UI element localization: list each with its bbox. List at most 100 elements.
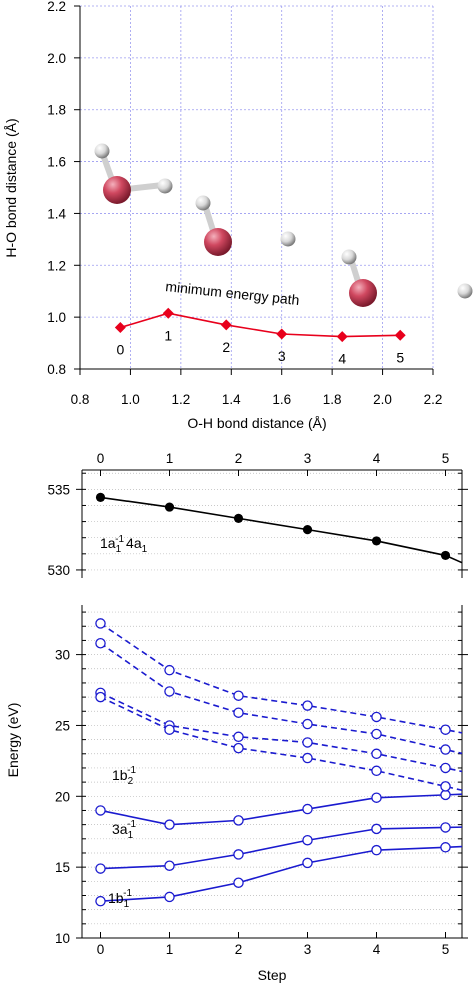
- path-point-marker: [220, 319, 232, 331]
- core-series: [95, 492, 463, 564]
- valence-series-marker: [164, 724, 175, 735]
- top-x-axis-label: O-H bond distance (Å): [187, 415, 326, 431]
- path-point-marker: [394, 329, 406, 341]
- path-point-marker: [114, 322, 126, 334]
- top-x-tick-label: 0.8: [71, 392, 90, 407]
- valence-series-marker: [302, 857, 313, 869]
- top-x-tick-label: 1.0: [121, 392, 140, 407]
- valence-series-marker: [440, 822, 451, 833]
- path-point-label: 2: [222, 339, 230, 355]
- valence-series-marker: [440, 781, 451, 792]
- top-x-tick-label: 1.4: [222, 392, 241, 407]
- valence-series-marker: [302, 718, 313, 730]
- top-x-tick-label: 1.2: [171, 392, 190, 407]
- valence-series-marker: [302, 737, 313, 748]
- top-y-tick-label: 1.4: [47, 206, 66, 221]
- top-y-tick-label: 1.2: [47, 258, 66, 273]
- core-series-marker: [233, 513, 244, 523]
- valence-series-marker: [233, 690, 244, 701]
- core-panel-grid: [82, 472, 462, 571]
- core-series-label: 1a1-1 4a1: [100, 534, 148, 555]
- bottom-x-tick-label: 3: [304, 942, 312, 957]
- valence-series-marker: [302, 834, 313, 846]
- valence-series-marker: [440, 842, 451, 853]
- top-x-tick-label: 2.2: [424, 392, 443, 407]
- molecule-2-image: [195, 195, 296, 256]
- valence-series-marker: [371, 844, 382, 856]
- valence-series-marker: [233, 742, 244, 754]
- valence-series-marker: [95, 638, 106, 649]
- path-point-label: 1: [164, 327, 172, 343]
- valence-series-marker: [95, 863, 106, 874]
- top-x-tick-label: 1.8: [323, 392, 342, 407]
- core-series-line: [100, 496, 463, 564]
- valence-series-marker: [371, 823, 382, 835]
- bottom-x-tick-label: 2: [235, 942, 243, 957]
- bottom-top-x-tick-label: 5: [442, 451, 450, 466]
- core-series-marker: [95, 492, 106, 503]
- valence-dashed-series-line: [100, 692, 463, 773]
- valence-series: [95, 618, 463, 907]
- valence-series-marker: [440, 762, 451, 774]
- valence-series-marker: [233, 731, 244, 743]
- valence-series-marker: [95, 691, 106, 703]
- valence-series-marker: [302, 752, 313, 764]
- valence-y-tick-label: 15: [55, 860, 70, 875]
- top-y-tick-label: 1.6: [47, 155, 66, 170]
- bottom-x-axis-label: Step: [258, 967, 287, 983]
- energy-chart: 0 1 2 3 4 5 0 1 2 3 4 5 530 535 10 15 20 25 30 1a1-1 4a1 1b…: [5, 451, 468, 983]
- top-x-tick-label: 2.0: [373, 392, 392, 407]
- valence-series-line: [100, 793, 463, 826]
- core-series-marker: [164, 502, 175, 512]
- top-y-tick-label: 1.0: [47, 310, 66, 325]
- valence-series-marker: [164, 819, 175, 830]
- top-y-tick-label: 2.0: [47, 51, 66, 66]
- valence-series-marker: [95, 895, 106, 907]
- core-y-tick-label: 530: [47, 563, 70, 578]
- top-x-tick-label: 1.6: [272, 392, 291, 407]
- valence-series-marker: [233, 707, 244, 718]
- bond-distance-chart: 0.8 1.0 1.2 1.4 1.6 1.8 2.0 2.2 0.8 1.0 1.2 1.4 1.6 1…: [3, 0, 473, 431]
- bottom-x-tick-label: 1: [166, 942, 174, 957]
- b2-series-label: 1b2-1: [112, 765, 136, 787]
- path-point-label: 5: [396, 349, 404, 365]
- bottom-x-tick-label: 4: [373, 942, 381, 957]
- top-series: 0 1 2 3 4 5: [114, 307, 406, 367]
- valence-y-tick-label: 30: [55, 648, 70, 663]
- top-y-tick-label: 0.8: [47, 362, 66, 377]
- valence-series-marker: [164, 860, 175, 871]
- valence-series-marker: [164, 686, 175, 697]
- valence-series-marker: [164, 664, 175, 676]
- core-series-marker: [440, 550, 451, 561]
- core-y-tick-label: 535: [47, 482, 70, 497]
- min-energy-path-annotation: minimum energy path: [165, 278, 301, 308]
- path-point-marker: [162, 307, 174, 319]
- bottom-x-tick-label: 5: [442, 942, 450, 957]
- valence-series-marker: [233, 877, 244, 888]
- bottom-x-tick-label: 0: [97, 942, 105, 957]
- molecule-4-image: [341, 249, 473, 307]
- valence-panel-grid: [82, 611, 462, 925]
- path-point-label: 3: [278, 348, 286, 364]
- bottom-top-x-tick-label: 4: [373, 451, 381, 466]
- valence-series-marker: [95, 618, 106, 629]
- valence-series-marker: [440, 789, 451, 801]
- valence-series-marker: [440, 724, 451, 735]
- valence-series-line: [100, 845, 463, 902]
- valence-series-line: [100, 826, 463, 870]
- path-point-marker: [336, 331, 348, 343]
- valence-y-tick-label: 20: [55, 789, 70, 804]
- bottom-y-axis-label: Energy (eV): [5, 703, 21, 778]
- b1-series-label: 1b1-1: [108, 888, 132, 910]
- valence-series-marker: [440, 744, 451, 755]
- valence-dashed-series-line: [100, 622, 463, 734]
- path-point-marker: [276, 328, 288, 340]
- valence-series-marker: [233, 815, 244, 826]
- top-y-tick-label: 1.8: [47, 103, 66, 118]
- top-y-tick-label: 2.2: [47, 0, 66, 14]
- bottom-ticks: 0 1 2 3 4 5 0 1 2 3 4 5 530 535 10 15 20 25 30: [47, 451, 468, 957]
- valence-series-marker: [371, 765, 382, 777]
- bottom-top-x-tick-label: 3: [304, 451, 312, 466]
- bottom-top-x-tick-label: 0: [97, 451, 105, 466]
- valence-y-tick-label: 10: [55, 931, 70, 946]
